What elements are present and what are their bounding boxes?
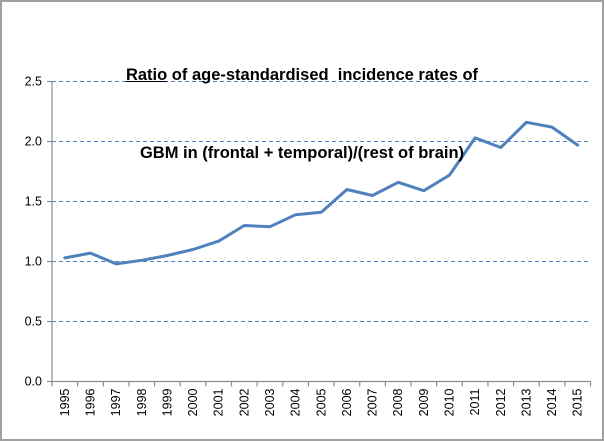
x-axis-label: 1999 <box>160 388 174 416</box>
x-axis-label: 2005 <box>314 388 328 416</box>
x-axis-label: 2015 <box>571 388 585 416</box>
y-axis-label: 0.5 <box>25 315 42 329</box>
x-axis-label: 2014 <box>545 388 559 416</box>
x-axis-label: 2006 <box>340 388 354 416</box>
chart-title-line1-rest: of age-standardised incidence rates of <box>167 66 479 84</box>
x-axis-label: 2001 <box>212 388 226 416</box>
x-axis-label: 1995 <box>58 388 72 416</box>
chart-title-line2: GBM in (frontal + temporal)/(rest of bra… <box>139 144 465 162</box>
data-line <box>63 120 580 266</box>
chart-title-line1: Ratio of age-standardised incidence rate… <box>2 62 602 88</box>
x-axis-label: 1997 <box>109 388 123 416</box>
y-axis-label: 2.0 <box>25 135 42 149</box>
x-axis-label: 2004 <box>289 388 303 416</box>
x-axis-label: 2010 <box>442 388 456 416</box>
x-axis-label: 1996 <box>83 388 97 416</box>
y-axis-label: 2.5 <box>25 75 42 89</box>
chart-title: Ratio of age-standardised incidence rate… <box>2 10 602 218</box>
x-axis-label: 2012 <box>494 388 508 416</box>
x-axis-label: 2000 <box>186 388 200 416</box>
x-axis-label: 2009 <box>417 388 431 416</box>
x-axis-label: 2011 <box>468 388 482 415</box>
chart-title-underlined-word: Ratio <box>125 66 168 84</box>
x-axis-label: 2002 <box>237 388 251 416</box>
x-axis-label: 2008 <box>391 388 405 416</box>
y-axis-label: 1.0 <box>25 255 42 269</box>
y-axis-label: 1.5 <box>25 195 42 209</box>
x-axis-label: 2013 <box>519 388 533 416</box>
y-axis-label: 0.0 <box>25 375 42 389</box>
x-axis-label: 2007 <box>366 388 380 416</box>
x-axis-label: 2003 <box>263 388 277 416</box>
x-axis-label: 1998 <box>135 388 149 416</box>
